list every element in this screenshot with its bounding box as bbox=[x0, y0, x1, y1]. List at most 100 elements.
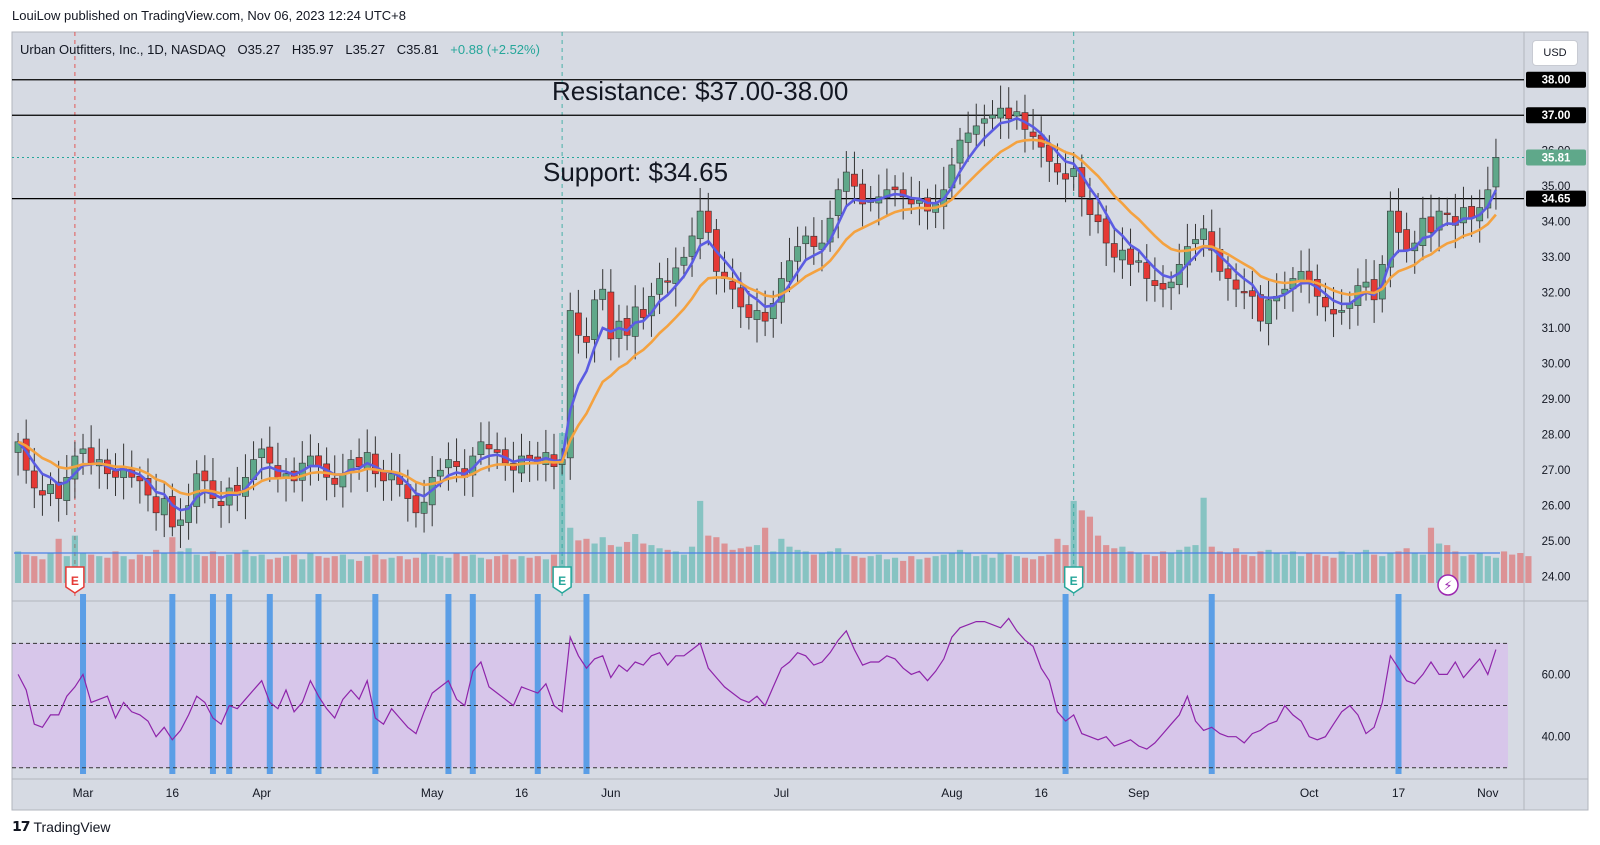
volume-bar bbox=[477, 557, 484, 583]
candle bbox=[1110, 227, 1118, 273]
candle-body bbox=[656, 278, 663, 295]
earnings-badge[interactable]: E bbox=[1063, 566, 1084, 594]
volume-bar bbox=[1330, 557, 1337, 583]
price-tick-label: 26.00 bbox=[1542, 501, 1571, 513]
candle bbox=[1143, 244, 1151, 302]
currency-button[interactable]: USD bbox=[1532, 40, 1578, 66]
candle bbox=[574, 289, 582, 354]
candle bbox=[371, 436, 379, 488]
volume-bar bbox=[794, 549, 801, 583]
candle bbox=[63, 455, 71, 516]
volume-bar bbox=[1468, 554, 1475, 583]
tradingview-footer[interactable]: 𝟭𝟳 TradingView bbox=[12, 818, 111, 835]
volume-bar bbox=[282, 556, 290, 583]
candle-body bbox=[696, 210, 704, 240]
candle bbox=[842, 151, 850, 209]
volume-bar bbox=[396, 556, 403, 583]
price-tick-label: 35.00 bbox=[1542, 181, 1571, 193]
volume-bar bbox=[307, 553, 314, 583]
close-value: C35.81 bbox=[397, 42, 439, 57]
resistance-annotation: Resistance: $37.00-38.00 bbox=[552, 76, 848, 106]
candle-body bbox=[1062, 173, 1069, 180]
candle bbox=[485, 421, 493, 472]
candle bbox=[566, 292, 574, 480]
price-tick-label: 33.00 bbox=[1542, 252, 1571, 264]
candle-body bbox=[753, 310, 761, 320]
volume-bar bbox=[1070, 500, 1077, 583]
symbol-legend: Urban Outfitters, Inc., 1D, NASDAQ bbox=[20, 42, 226, 57]
candle bbox=[648, 282, 655, 337]
candle-body bbox=[1159, 283, 1167, 290]
candle bbox=[859, 169, 866, 227]
candle-body bbox=[769, 303, 777, 320]
candle-body bbox=[371, 453, 379, 475]
volume-bar bbox=[1281, 554, 1288, 583]
candle bbox=[1443, 197, 1451, 227]
volume-bar bbox=[47, 553, 54, 583]
candle-body bbox=[842, 171, 850, 192]
volume-bar bbox=[1500, 551, 1508, 583]
volume-bar bbox=[851, 556, 858, 583]
candle bbox=[583, 317, 590, 359]
volume-bar bbox=[347, 559, 355, 583]
volume-bar bbox=[234, 553, 241, 583]
volume-bar bbox=[502, 554, 509, 583]
volume-bar bbox=[778, 538, 785, 583]
candle bbox=[168, 483, 176, 537]
candle-body bbox=[1086, 199, 1094, 215]
volume-bar bbox=[762, 527, 769, 583]
candle bbox=[217, 481, 225, 528]
volume-bar bbox=[510, 559, 517, 583]
volume-bar bbox=[88, 554, 95, 583]
candle bbox=[1208, 209, 1216, 273]
volume-bar bbox=[144, 556, 152, 583]
candle-body bbox=[1208, 231, 1216, 251]
candle bbox=[1386, 191, 1394, 288]
candle-body bbox=[47, 484, 54, 494]
high-value: H35.97 bbox=[292, 42, 334, 57]
dividend-badge[interactable]: ⚡ bbox=[1437, 574, 1459, 596]
volume-bar bbox=[802, 551, 809, 583]
price-tick-label: 30.00 bbox=[1542, 359, 1571, 371]
volume-bar bbox=[104, 557, 111, 583]
volume-bar bbox=[1062, 545, 1069, 583]
rsi-highlight-bar bbox=[315, 594, 322, 774]
candle-body bbox=[591, 299, 598, 340]
earnings-badge[interactable]: E bbox=[65, 566, 85, 594]
candle bbox=[55, 460, 63, 522]
candle-body bbox=[307, 455, 314, 467]
candle bbox=[1135, 250, 1143, 273]
candle-body bbox=[1362, 281, 1370, 288]
candle bbox=[972, 103, 980, 149]
volume-bar bbox=[697, 500, 704, 583]
volume-bar bbox=[420, 553, 428, 583]
volume-bar bbox=[810, 554, 817, 583]
candle bbox=[1460, 186, 1467, 239]
volume-bar bbox=[648, 545, 655, 583]
candle-body bbox=[510, 462, 517, 471]
volume-bar bbox=[1184, 546, 1191, 583]
candle bbox=[851, 151, 858, 204]
volume-bar bbox=[981, 554, 988, 583]
candle-body bbox=[680, 256, 688, 266]
earnings-badge[interactable]: E bbox=[552, 566, 572, 594]
candle-body bbox=[1070, 168, 1078, 177]
candle bbox=[964, 111, 972, 162]
volume-bar bbox=[542, 559, 549, 583]
candle-body bbox=[1265, 299, 1272, 324]
candle-body bbox=[639, 309, 647, 318]
candle-body bbox=[1119, 249, 1126, 261]
candle bbox=[1492, 138, 1500, 210]
volume-bar bbox=[242, 549, 249, 583]
volume-bar bbox=[1021, 557, 1029, 583]
volume-bar bbox=[875, 554, 882, 583]
candle-body bbox=[1102, 218, 1110, 244]
candle bbox=[160, 482, 168, 538]
candle-body bbox=[1094, 214, 1102, 223]
candle-body bbox=[566, 310, 574, 459]
candle-body bbox=[907, 199, 915, 205]
volume-bar bbox=[900, 560, 907, 583]
candle-body bbox=[737, 287, 745, 308]
volume-bar bbox=[1346, 554, 1353, 583]
